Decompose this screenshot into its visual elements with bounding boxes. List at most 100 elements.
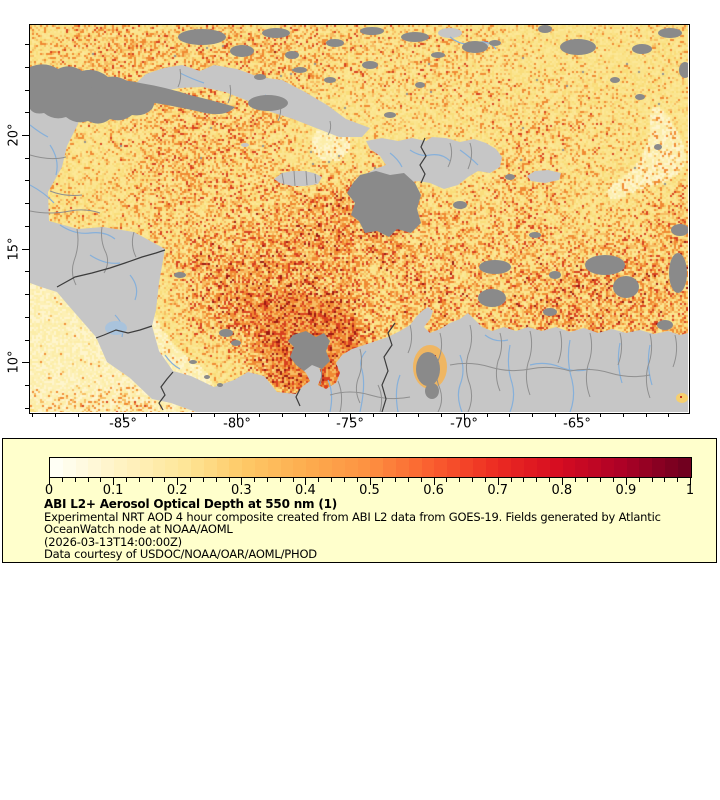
colorbar-minor-tick (664, 478, 666, 482)
colorbar-minor-tick (600, 478, 602, 482)
lon-minor-tick (213, 413, 215, 417)
land-cuba (124, 65, 370, 137)
lat-minor-tick (25, 44, 29, 46)
colorbar-step (408, 458, 422, 477)
lon-minor-tick (395, 413, 397, 417)
colorbar-minor-tick (202, 478, 204, 482)
lon-minor-tick (54, 413, 56, 417)
lon-minor-tick (645, 413, 647, 417)
colorbar-step (498, 458, 512, 477)
colorbar-minor-tick (459, 478, 461, 482)
colorbar-step (331, 458, 345, 477)
colorbar-step (267, 458, 281, 477)
lon-minor-tick (259, 413, 261, 417)
lat-minor-tick (25, 316, 29, 318)
lat-tick-label: 20° (6, 123, 22, 147)
lon-major-tick (577, 413, 579, 420)
colorbar-step (613, 458, 627, 477)
colorbar-step (460, 458, 473, 477)
colorbar-tick-label: 0.8 (551, 483, 573, 498)
colorbar-major-tick (241, 478, 243, 485)
colorbar-major-tick (305, 478, 307, 485)
lon-minor-tick (486, 413, 488, 417)
lon-minor-tick (282, 413, 283, 417)
lat-minor-tick (25, 203, 29, 205)
lon-minor-tick (100, 413, 102, 417)
colorbar-minor-tick (138, 478, 140, 482)
cloud-layer (30, 25, 688, 399)
lat-minor-tick (25, 66, 29, 68)
lon-minor-tick (600, 413, 602, 417)
colorbar-minor-tick (254, 478, 256, 482)
lat-minor-tick (25, 384, 29, 386)
colorbar-minor-tick (382, 478, 384, 482)
lat-major-tick (22, 135, 29, 136)
colorbar-step (242, 458, 255, 477)
lat-minor-tick (25, 180, 29, 182)
lon-major-tick (123, 413, 124, 420)
colorbar-minor-tick (510, 478, 512, 482)
lon-minor-tick (32, 413, 34, 417)
colorbar-minor-tick (613, 478, 615, 482)
land-cayman (241, 143, 249, 147)
colorbar-minor-tick (408, 478, 409, 482)
colorbar-minor-tick (331, 478, 332, 482)
lon-minor-tick (532, 413, 533, 417)
lat-minor-tick (25, 157, 29, 159)
land-bahama-bank (438, 28, 462, 38)
lon-minor-tick (372, 413, 374, 417)
land-south-america (296, 307, 688, 412)
lat-minor-tick (25, 407, 29, 409)
lat-minor-tick (25, 225, 29, 227)
colorbar-step (75, 458, 89, 477)
colorbar-step (62, 458, 76, 477)
colorbar-step (306, 458, 320, 477)
colorbar-step (434, 458, 448, 477)
colorbar-step (524, 458, 537, 477)
colorbar-major-tick (690, 478, 691, 485)
colorbar-step (652, 458, 665, 477)
colorbar-step (88, 458, 102, 477)
lon-tick-label: -80° (223, 416, 251, 432)
colorbar-minor-tick (164, 478, 166, 482)
colorbar-step (344, 458, 358, 477)
colorbar-step (255, 458, 268, 477)
colorbar-tick-label: 0.9 (615, 483, 637, 498)
colorbar-minor-tick (574, 478, 576, 482)
lon-minor-tick (668, 413, 670, 417)
colorbar-step (421, 458, 435, 477)
colorbar-step (357, 458, 371, 477)
colorbar-minor-tick (356, 478, 358, 482)
colorbar-step (165, 458, 179, 477)
colorbar-step (293, 458, 307, 477)
colorbar-minor-tick (215, 478, 217, 482)
lat-major-tick (22, 362, 29, 364)
colorbar-step (395, 458, 409, 477)
colorbar-minor-tick (472, 478, 474, 482)
colorbar-tick-label: 0.4 (295, 483, 316, 498)
colorbar-minor-tick (279, 478, 281, 482)
colorbar-step (536, 458, 550, 477)
colorbar-minor-tick (677, 478, 679, 482)
colorbar-tick-label: 0.6 (423, 483, 444, 498)
land-jamaica (274, 171, 322, 186)
colorbar-minor-tick (125, 478, 127, 482)
colorbar-step (114, 458, 127, 477)
colorbar-step (485, 458, 499, 477)
lat-tick-label: 15° (6, 237, 22, 261)
lon-minor-tick (191, 413, 193, 417)
colorbar-step (126, 458, 140, 477)
colorbar-step (383, 458, 396, 477)
colorbar-step (216, 458, 230, 477)
lon-tick-label: -85° (109, 416, 137, 432)
colorbar-step (677, 458, 691, 477)
colorbar-minor-tick (292, 478, 294, 482)
colorbar-minor-tick (523, 478, 525, 482)
lon-minor-tick (622, 413, 624, 417)
colorbar-step (190, 458, 204, 477)
lon-major-tick (236, 413, 238, 420)
colorbar-step (203, 458, 217, 477)
lon-minor-tick (509, 413, 511, 417)
lon-minor-tick (441, 413, 443, 417)
